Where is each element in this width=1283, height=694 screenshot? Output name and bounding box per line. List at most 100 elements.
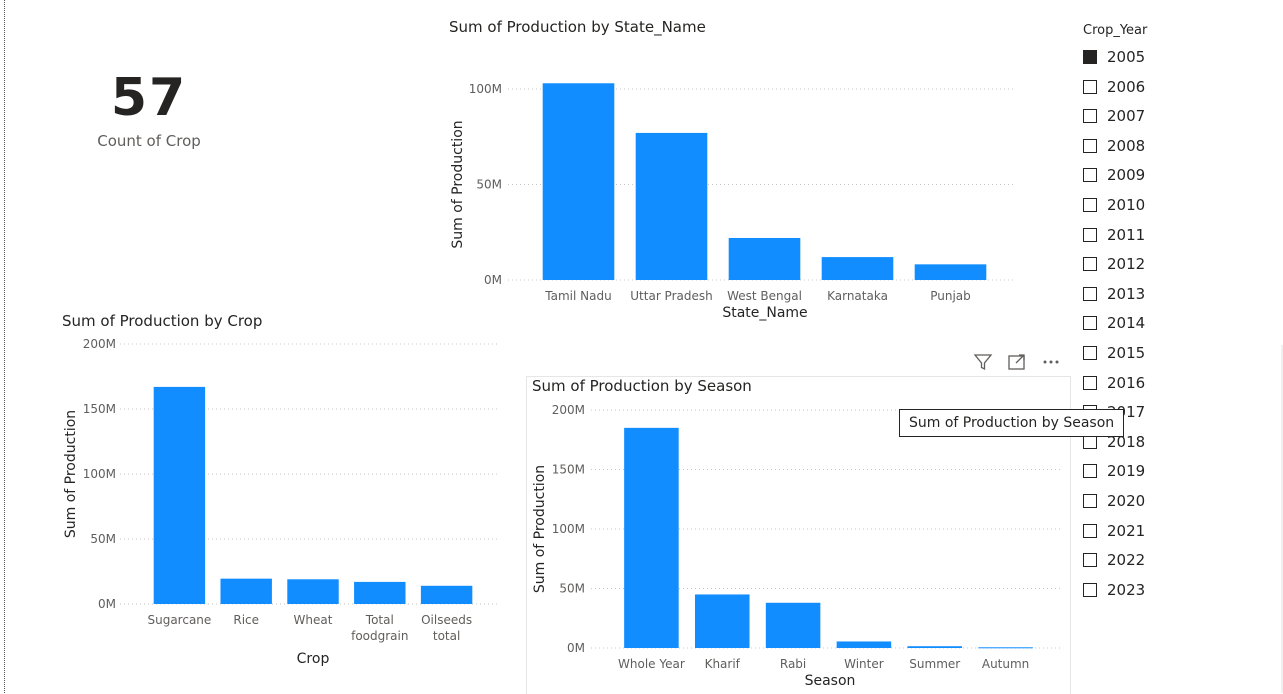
slicer-item-label: 2008 <box>1107 136 1146 155</box>
y-tick-label: 0M <box>567 641 585 655</box>
slicer-checkbox[interactable] <box>1083 138 1097 153</box>
x-axis-title: Crop <box>297 651 330 667</box>
slicer-checkbox[interactable] <box>1083 168 1097 183</box>
crop-chart-title: Sum of Production by Crop <box>62 312 263 330</box>
y-tick-label: 150M <box>83 402 116 416</box>
slicer-item-label: 2007 <box>1107 107 1146 126</box>
slicer-item-2016[interactable]: 2016 <box>1083 372 1145 394</box>
bar-west-bengal[interactable] <box>728 237 801 280</box>
bar-oilseeds-total[interactable] <box>420 585 473 604</box>
x-tick-label: Rice <box>233 613 259 627</box>
bar-rice[interactable] <box>220 578 272 604</box>
slicer-checkbox[interactable] <box>1083 494 1097 508</box>
x-tick-label: foodgrain <box>351 629 408 643</box>
bar-karnataka[interactable] <box>821 257 894 280</box>
more-options-icon[interactable] <box>1040 351 1062 373</box>
slicer-checkbox[interactable] <box>1083 346 1097 360</box>
y-tick-label: 0M <box>98 597 116 611</box>
x-tick-label: Winter <box>844 657 884 671</box>
x-tick-label: Punjab <box>930 289 971 303</box>
season-chart-title: Sum of Production by Season <box>532 377 752 395</box>
x-tick-label: Karnataka <box>827 289 888 303</box>
slicer-item-2011[interactable]: 2011 <box>1083 224 1145 246</box>
slicer-checkbox[interactable] <box>1083 375 1097 390</box>
bar-rabi[interactable] <box>765 602 821 648</box>
slicer-checkbox[interactable] <box>1083 50 1097 64</box>
x-tick-label: Oilseeds <box>421 613 472 627</box>
filter-icon[interactable] <box>972 351 994 373</box>
slicer-item-label: 2012 <box>1107 255 1146 274</box>
x-tick-label: total <box>433 629 460 643</box>
slicer-checkbox[interactable] <box>1083 316 1097 331</box>
slicer-checkbox[interactable] <box>1083 198 1097 212</box>
slicer-item-2014[interactable]: 2014 <box>1083 312 1145 334</box>
y-tick-label: 100M <box>83 467 116 481</box>
x-axis-title: Season <box>805 673 856 689</box>
focus-mode-icon[interactable] <box>1006 351 1028 373</box>
visual-header-icons <box>972 350 1062 374</box>
bar-whole-year[interactable] <box>624 427 679 648</box>
y-tick-label: 0M <box>484 273 502 287</box>
bar-winter[interactable] <box>836 641 892 648</box>
y-tick-label: 100M <box>469 82 502 96</box>
slicer-item-label: 2011 <box>1107 225 1146 244</box>
slicer-checkbox[interactable] <box>1083 523 1097 538</box>
slicer-item-2010[interactable]: 2010 <box>1083 194 1145 216</box>
bar-tamil-nadu[interactable] <box>542 83 615 281</box>
slicer-item-2006[interactable]: 2006 <box>1083 76 1145 98</box>
bar-uttar-pradesh[interactable] <box>635 132 708 280</box>
bar-autumn[interactable] <box>978 647 1033 649</box>
count-of-crop-value: 57 <box>110 68 188 128</box>
y-tick-label: 50M <box>559 582 585 596</box>
x-tick-label: Uttar Pradesh <box>630 289 712 303</box>
slicer-item-2022[interactable]: 2022 <box>1083 549 1145 571</box>
tooltip: Sum of Production by Season <box>899 409 1125 437</box>
bar-kharif[interactable] <box>694 594 750 648</box>
slicer-checkbox[interactable] <box>1083 286 1097 301</box>
season-visual-frame[interactable] <box>526 376 1071 694</box>
x-tick-label: Whole Year <box>618 657 685 671</box>
page-border <box>4 0 5 693</box>
slicer-item-2021[interactable]: 2021 <box>1083 520 1145 542</box>
slicer-item-2007[interactable]: 2007 <box>1083 105 1145 127</box>
bar-total-foodgrain[interactable] <box>354 581 406 604</box>
slicer-title: Crop_Year <box>1083 23 1148 38</box>
slicer-item-label: 2009 <box>1107 166 1146 185</box>
slicer-checkbox[interactable] <box>1083 109 1097 124</box>
slicer-item-2020[interactable]: 2020 <box>1083 490 1145 512</box>
slicer-checkbox[interactable] <box>1083 227 1097 242</box>
y-axis-title: Sum of Production <box>532 465 548 593</box>
slicer-item-label: 2015 <box>1107 344 1146 362</box>
slicer-checkbox[interactable] <box>1083 582 1097 597</box>
slicer-item-2012[interactable]: 2012 <box>1083 253 1145 275</box>
slicer-checkbox[interactable] <box>1083 464 1097 479</box>
bar-wheat[interactable] <box>287 579 339 604</box>
y-tick-label: 150M <box>552 463 585 477</box>
slicer-checkbox[interactable] <box>1083 79 1097 94</box>
slicer-item-2019[interactable]: 2019 <box>1083 460 1145 482</box>
slicer-item-2013[interactable]: 2013 <box>1083 283 1145 305</box>
slicer-item-2008[interactable]: 2008 <box>1083 135 1145 157</box>
slicer-item-2005[interactable]: 2005 <box>1083 46 1145 68</box>
x-tick-label: Kharif <box>705 657 741 671</box>
slicer-item-label: 2016 <box>1107 373 1146 392</box>
slicer-item-2015[interactable]: 2015 <box>1083 342 1145 364</box>
slicer-item-label: 2023 <box>1107 580 1146 599</box>
y-tick-label: 50M <box>90 532 116 546</box>
y-tick-label: 200M <box>552 403 585 417</box>
bar-sugarcane[interactable] <box>153 386 206 604</box>
slicer-item-2023[interactable]: 2023 <box>1083 579 1145 601</box>
bar-summer[interactable] <box>907 646 963 648</box>
slicer-item-2009[interactable]: 2009 <box>1083 164 1145 186</box>
slicer-item-label: 2010 <box>1107 196 1146 214</box>
x-axis-title: State_Name <box>722 305 807 321</box>
y-tick-label: 50M <box>476 178 502 192</box>
slicer-checkbox[interactable] <box>1083 257 1097 272</box>
bar-punjab[interactable] <box>914 264 987 280</box>
scroll-edge <box>1281 345 1283 693</box>
slicer-item-label: 2014 <box>1107 314 1146 333</box>
slicer-checkbox[interactable] <box>1083 553 1097 568</box>
